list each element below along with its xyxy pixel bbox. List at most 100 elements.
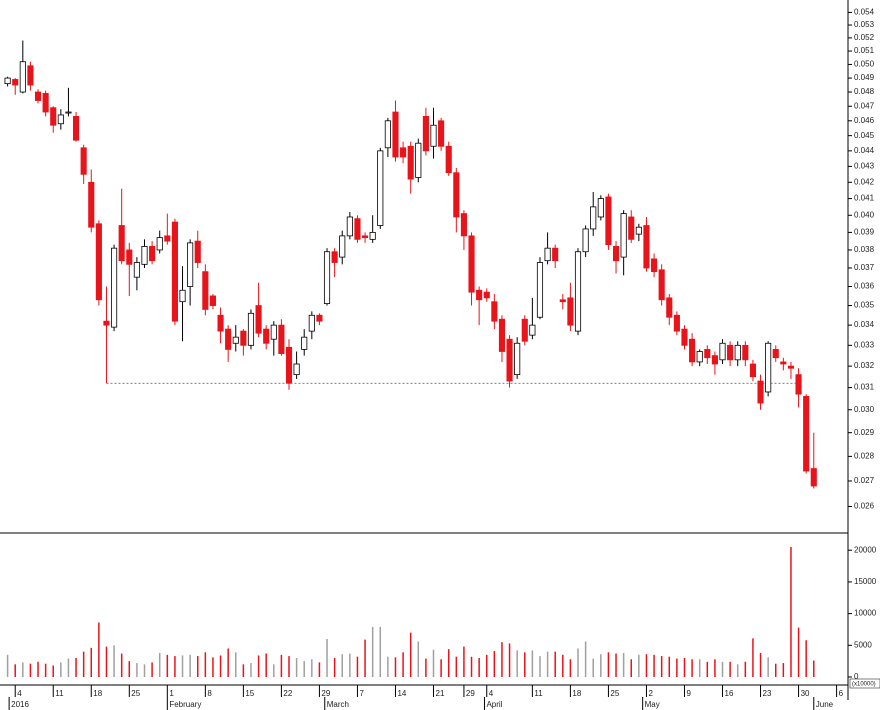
y-tick-label: 0.036 xyxy=(854,282,875,291)
candle-body xyxy=(179,289,186,303)
volume-bar xyxy=(22,662,24,678)
candle-body xyxy=(559,299,566,303)
y-tick-label: 0.050 xyxy=(854,60,875,69)
candle-body xyxy=(689,338,696,363)
candle-body xyxy=(217,314,224,332)
volume-bar xyxy=(478,657,480,678)
x-tick-label: 23 xyxy=(763,689,772,698)
candle-body xyxy=(658,269,665,301)
candle-body xyxy=(407,145,414,180)
volume-bar xyxy=(204,652,207,678)
volume-bar xyxy=(333,657,336,678)
x-tick-label: 6 xyxy=(839,689,844,698)
volume-bar xyxy=(744,661,747,678)
candle-body xyxy=(438,120,445,147)
y-tick-label: 0.042 xyxy=(854,177,875,186)
x-tick-label: 25 xyxy=(131,689,140,698)
y-tick-label: 0.040 xyxy=(854,210,875,219)
volume-bar xyxy=(158,652,161,678)
volume-bar xyxy=(311,659,313,678)
candle-body xyxy=(293,363,300,376)
candle-body xyxy=(316,314,323,322)
x-tick-label: 7 xyxy=(359,689,364,698)
volume-bar xyxy=(524,652,526,678)
volume-bar xyxy=(668,656,671,678)
candle-body xyxy=(734,344,741,361)
candle-body xyxy=(194,240,201,263)
y-tick-label: 0.038 xyxy=(854,245,875,254)
candle-body xyxy=(582,228,589,253)
candle-body xyxy=(476,289,483,301)
x-tick-label: 29 xyxy=(321,689,330,698)
y-tick-label: 0.044 xyxy=(854,146,875,155)
volume-bar xyxy=(257,655,260,678)
volume-bar xyxy=(638,654,640,678)
x-tick-label: 21 xyxy=(436,689,445,698)
candle-body xyxy=(270,324,277,340)
candle-body xyxy=(57,114,64,125)
volume-bar xyxy=(196,656,199,678)
candle-body xyxy=(810,468,817,487)
volume-bar xyxy=(303,661,305,678)
candle-body xyxy=(392,111,399,158)
y-tick-label: 20000 xyxy=(854,545,877,554)
unit-box xyxy=(849,678,880,689)
candle-body xyxy=(567,297,574,326)
candle-body xyxy=(346,216,353,237)
volume-bar xyxy=(219,655,222,678)
volume-bar xyxy=(493,651,496,678)
volume-bar xyxy=(645,654,648,678)
y-tick-label: 0.054 xyxy=(854,8,875,17)
candle-body xyxy=(232,336,239,344)
volume-bar xyxy=(607,652,610,678)
volume-bar xyxy=(767,657,769,678)
candle-body xyxy=(612,246,620,262)
y-tick-label: 0.052 xyxy=(854,33,875,42)
candle-body xyxy=(80,147,87,175)
volume-bar xyxy=(242,664,245,678)
candle-body xyxy=(95,223,102,301)
x-tick-label: 2 xyxy=(648,689,653,698)
candle-body xyxy=(12,79,19,86)
y-tick-label: 0.031 xyxy=(854,383,875,392)
candle-body xyxy=(491,301,498,322)
volume-bar xyxy=(371,626,374,678)
volume-bar xyxy=(417,641,420,678)
volume-bar xyxy=(356,656,359,678)
volume-bar xyxy=(805,640,807,678)
volume-bar xyxy=(128,661,131,678)
candle-body xyxy=(65,111,72,114)
volume-bar xyxy=(52,665,54,678)
y-tick-label: 0.033 xyxy=(854,340,875,349)
volume-bar xyxy=(721,661,724,678)
volume-bar xyxy=(676,658,678,678)
candle-body xyxy=(240,330,247,346)
candle-body xyxy=(133,262,140,278)
volume-bar xyxy=(425,658,427,678)
month-label: 2016 xyxy=(11,700,29,709)
candle-body xyxy=(704,349,711,359)
volume-bar xyxy=(295,657,298,678)
volume-bar xyxy=(136,663,138,678)
candle-body xyxy=(460,213,467,237)
volume-bar xyxy=(546,651,549,678)
y-tick-label: 0.041 xyxy=(854,194,875,203)
volume-bar xyxy=(341,654,343,678)
candle-body xyxy=(42,93,49,113)
candle-body xyxy=(696,351,703,363)
candle-body xyxy=(590,206,597,230)
candle-body xyxy=(787,365,795,369)
volume-bar xyxy=(752,638,754,678)
candle-body xyxy=(202,271,209,310)
volume-bar xyxy=(797,627,800,678)
volume-bar xyxy=(736,664,739,678)
y-tick-label: 0 xyxy=(854,672,859,681)
candle-body xyxy=(506,338,513,382)
month-label: June xyxy=(816,700,834,709)
candle-body xyxy=(308,314,315,332)
volume-bar xyxy=(6,654,9,678)
volume-bar xyxy=(531,650,534,678)
volume-bar xyxy=(432,649,435,678)
volume-bar xyxy=(501,642,503,678)
